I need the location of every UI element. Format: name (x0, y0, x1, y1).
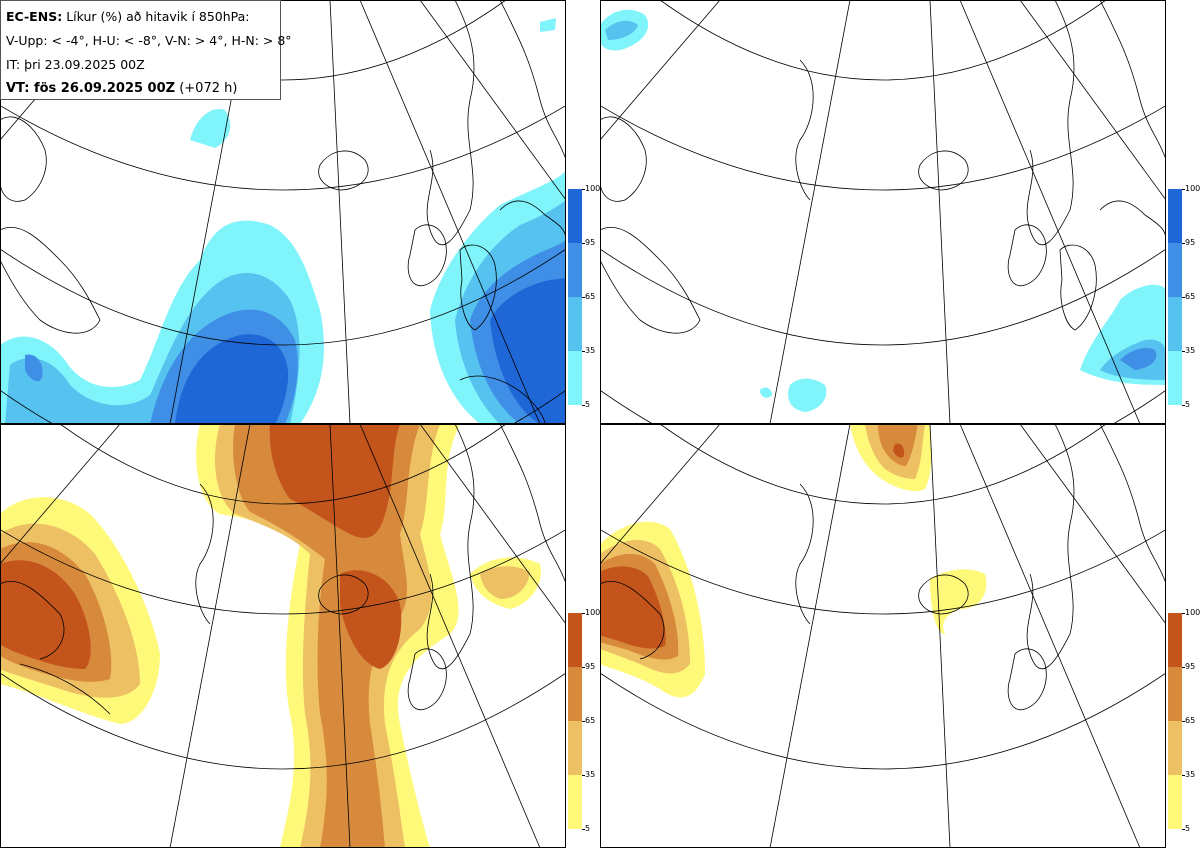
colorbar-tick (1182, 189, 1185, 190)
colorbar-segment (568, 667, 582, 721)
map-panel-cold-minus8 (600, 0, 1166, 424)
colorbar-tick-label: 35 (1185, 346, 1196, 355)
colorbar-segment (568, 613, 582, 667)
colorbar-tick (1182, 351, 1185, 352)
map-title-box: EC-ENS: Líkur (%) að hitavik í 850hPa: V… (0, 0, 292, 101)
colorbar-tick-label: 95 (585, 662, 596, 671)
coastlines (600, 0, 1166, 334)
valid-time: VT: fös 26.09.2025 00Z (6, 81, 176, 96)
map-canvas (600, 0, 1166, 424)
colorbar-tick-label: 95 (1185, 662, 1196, 671)
map-canvas (0, 424, 566, 848)
colorbar-tick-label: 65 (1185, 716, 1196, 725)
colorbar-tick (1182, 405, 1185, 406)
map-canvas (600, 424, 1166, 848)
graticule (600, 424, 1166, 848)
colorbar-tick-label: 5 (1185, 400, 1191, 409)
init-time: IT: þri 23.09.2025 00Z (6, 57, 145, 72)
colorbar-segment (568, 351, 582, 405)
colorbar-tick-label: 5 (585, 400, 591, 409)
colorbar-tick-label: 95 (1185, 238, 1196, 247)
probability-field (0, 18, 566, 424)
coastlines (0, 0, 566, 424)
colorbar-segment (568, 297, 582, 351)
colorbar-tick (1182, 775, 1185, 776)
title-description: Líkur (%) að hitavik í 850hPa: (66, 9, 250, 24)
map-panel-warm-plus8 (600, 424, 1166, 848)
colorbar-tick (1182, 667, 1185, 668)
threshold-definitions: V-Upp: < -4°, H-U: < -8°, V-N: > 4°, H-N… (6, 33, 292, 48)
colorbar-tick (582, 829, 585, 830)
colorbar-tick (582, 721, 585, 722)
graticule (0, 424, 566, 848)
model-name: EC-ENS: (6, 9, 63, 24)
colorbar-segment (1168, 775, 1182, 829)
colorbar-segment (1168, 667, 1182, 721)
colorbar-segment (1168, 243, 1182, 297)
colorbar-tick-label: 100 (1185, 184, 1200, 193)
colorbar-segment (1168, 189, 1182, 243)
lead-time: (+072 h) (179, 81, 238, 96)
colorbar-tick (582, 667, 585, 668)
colorbar-tick (582, 613, 585, 614)
colorbar-tick (582, 405, 585, 406)
map-panel-warm-plus4 (0, 424, 566, 848)
colorbar-cold-2 (1168, 189, 1182, 405)
colorbar-tick-label: 35 (585, 770, 596, 779)
colorbar-tick (582, 243, 585, 244)
colorbar-tick-label: 65 (585, 716, 596, 725)
probability-field (600, 424, 987, 698)
colorbar-segment (568, 189, 582, 243)
colorbar-warm-1 (568, 613, 582, 829)
colorbar-segment (568, 721, 582, 775)
colorbar-tick-label: 100 (585, 608, 601, 617)
title-line-1: EC-ENS: Líkur (%) að hitavik í 850hPa: (6, 5, 275, 29)
colorbar-tick (1182, 613, 1185, 614)
valid-time-line: VT: fös 26.09.2025 00Z (+072 h) (6, 77, 275, 101)
colorbar-tick-label: 100 (585, 184, 601, 193)
colorbar-segment (1168, 613, 1182, 667)
colorbar-segment (1168, 297, 1182, 351)
colorbar-tick (582, 351, 585, 352)
colorbar-tick (582, 297, 585, 298)
colorbar-tick-label: 100 (1185, 608, 1200, 617)
colorbar-tick-label: 35 (1185, 770, 1196, 779)
colorbar-tick (582, 189, 585, 190)
colorbar-tick-label: 35 (585, 346, 596, 355)
colorbar-segment (1168, 351, 1182, 405)
coastlines (0, 424, 566, 715)
colorbar-segment (568, 243, 582, 297)
colorbar-tick (1182, 243, 1185, 244)
colorbar-cold-1 (568, 189, 582, 405)
colorbar-tick-label: 5 (1185, 824, 1191, 833)
colorbar-tick (582, 775, 585, 776)
colorbar-tick (1182, 721, 1185, 722)
coastlines (600, 424, 1166, 711)
colorbar-tick-label: 5 (585, 824, 591, 833)
probability-field (600, 9, 1166, 412)
colorbar-tick (1182, 829, 1185, 830)
graticule (600, 0, 1166, 424)
colorbar-tick-label: 65 (585, 292, 596, 301)
colorbar-segment (1168, 721, 1182, 775)
colorbar-warm-2 (1168, 613, 1182, 829)
probability-field (0, 424, 541, 848)
colorbar-segment (568, 775, 582, 829)
colorbar-tick-label: 65 (1185, 292, 1196, 301)
colorbar-tick-label: 95 (585, 238, 596, 247)
colorbar-tick (1182, 297, 1185, 298)
